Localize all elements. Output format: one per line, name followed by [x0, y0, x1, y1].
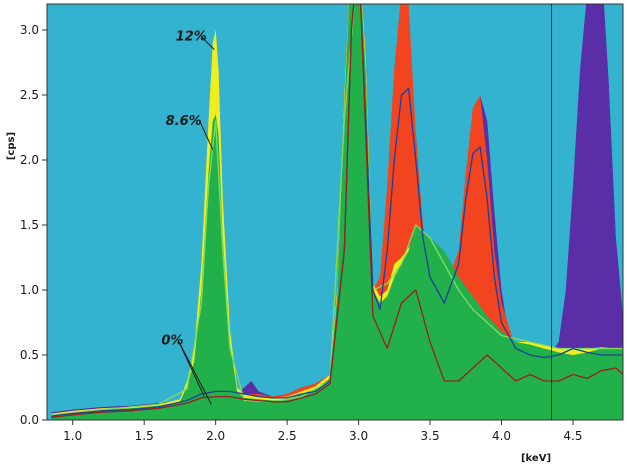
- y-tick-label: 1.0: [20, 283, 39, 297]
- annotation-label: 12%: [176, 29, 207, 44]
- y-tick-label: 2.5: [20, 88, 39, 102]
- y-tick-label: 1.5: [20, 218, 39, 232]
- x-tick-label: 2.0: [206, 429, 225, 443]
- annotation-label: 0%: [161, 334, 183, 349]
- series-layer: [51, 4, 623, 420]
- y-axis: 0.0 0.5 1.0 1.5 2.0 2.5 3.0: [20, 23, 47, 427]
- plot-frame: [46, 3, 624, 421]
- x-axis-label: [keV]: [521, 453, 551, 464]
- spectrum-line-7: [51, 4, 623, 419]
- y-tick-label: 3.0: [20, 23, 39, 37]
- annotation-leader-line: [177, 340, 212, 405]
- x-tick-label: 1.5: [135, 429, 154, 443]
- x-axis: 1.0 1.5 2.0 2.5 3.0 3.5 4.0 4.5: [63, 420, 583, 443]
- x-tick-label: 1.0: [63, 429, 82, 443]
- x-tick-label: 4.5: [563, 429, 582, 443]
- annotation-leader-line: [200, 36, 215, 50]
- annotation-label: 8.6%: [166, 114, 202, 129]
- y-tick-label: 0.5: [20, 348, 39, 362]
- x-tick-label: 4.0: [492, 429, 511, 443]
- x-tick-label: 3.5: [421, 429, 440, 443]
- y-tick-label: 0.0: [20, 413, 39, 427]
- x-tick-label: 2.5: [278, 429, 297, 443]
- x-tick-label: 3.0: [349, 429, 368, 443]
- spectrum-line-6: [51, 4, 623, 417]
- annotation-leader-line: [199, 120, 214, 150]
- spectrum-line-5: [51, 4, 623, 416]
- annotations: 12% 8.6% 0%: [161, 29, 215, 405]
- y-tick-label: 2.0: [20, 153, 39, 167]
- y-axis-label: [cps]: [6, 132, 17, 160]
